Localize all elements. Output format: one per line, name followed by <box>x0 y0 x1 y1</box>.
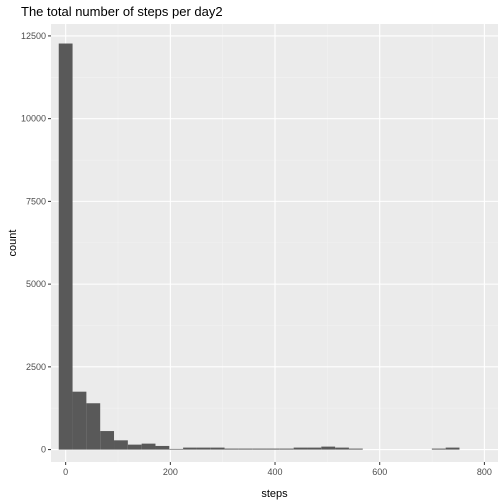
x-tick-label: 800 <box>477 467 492 477</box>
histogram-bar <box>307 447 322 450</box>
histogram-bar <box>210 447 225 450</box>
histogram-bar <box>252 448 267 450</box>
y-tick-label: 2500 <box>26 362 46 372</box>
x-axis: 0 200 400 600 800 <box>63 462 492 477</box>
histogram-bar <box>293 447 308 450</box>
y-axis-title: count <box>7 230 19 257</box>
histogram-bar <box>224 448 239 450</box>
histogram-bar <box>321 446 336 450</box>
y-tick-label: 5000 <box>26 279 46 289</box>
x-tick-label: 600 <box>372 467 387 477</box>
histogram-bar <box>169 448 184 450</box>
y-tick-label: 7500 <box>26 196 46 206</box>
histogram-bar <box>348 448 363 450</box>
histogram-bar <box>238 448 253 450</box>
x-tick-label: 0 <box>63 467 68 477</box>
y-tick-label: 12500 <box>21 31 46 41</box>
histogram-bar <box>141 443 156 450</box>
histogram-bar <box>58 43 73 450</box>
histogram-bar <box>100 431 115 450</box>
x-axis-title: steps <box>261 488 288 500</box>
y-tick-label: 0 <box>41 445 46 455</box>
histogram-bar <box>114 440 128 450</box>
histogram-bar <box>183 447 197 450</box>
histogram-bar <box>72 391 87 450</box>
histogram-bar <box>266 448 280 450</box>
histogram-bar <box>445 447 460 450</box>
histogram-bar <box>431 448 446 450</box>
histogram-bar <box>335 447 349 450</box>
histogram-bar <box>196 447 211 450</box>
histogram-bars <box>58 43 460 450</box>
histogram-bar <box>155 445 170 450</box>
histogram-bar <box>127 444 142 450</box>
chart-title: The total number of steps per day2 <box>21 4 223 19</box>
y-tick-label: 10000 <box>21 114 46 124</box>
x-tick-label: 400 <box>268 467 283 477</box>
histogram-bar <box>86 403 101 450</box>
y-axis: 0 2500 5000 7500 10000 12500 <box>21 31 51 455</box>
x-tick-label: 200 <box>163 467 178 477</box>
histogram-bar <box>279 448 294 450</box>
